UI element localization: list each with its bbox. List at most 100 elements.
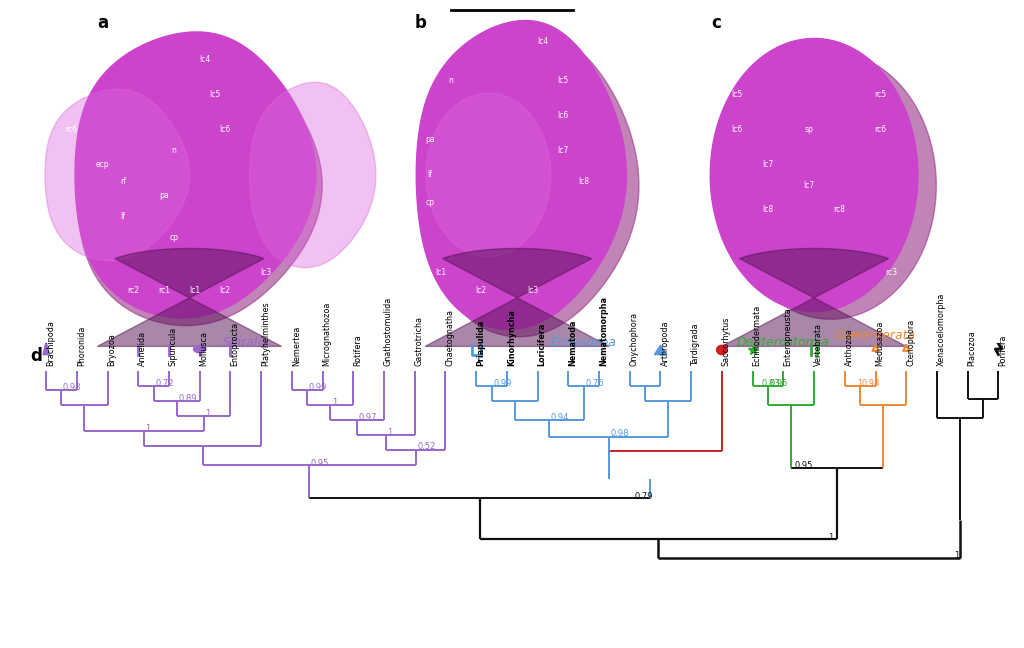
Text: Porifera: Porifera (998, 334, 1008, 365)
Text: lc7: lc7 (558, 146, 568, 155)
Text: lc2: lc2 (220, 286, 230, 295)
Text: rc2: rc2 (127, 286, 139, 295)
Text: rc5: rc5 (874, 90, 887, 99)
Text: rc5: rc5 (76, 90, 88, 99)
Text: cp: cp (170, 233, 178, 242)
Text: sp: sp (805, 125, 813, 134)
Text: lc7: lc7 (804, 181, 814, 190)
Ellipse shape (717, 345, 727, 354)
Text: Arthropoda: Arthropoda (660, 320, 670, 365)
Polygon shape (75, 32, 315, 318)
Text: n: n (449, 76, 453, 85)
Text: lc8: lc8 (579, 178, 589, 187)
Text: rc8: rc8 (834, 205, 846, 214)
Text: Placozoa: Placozoa (968, 330, 977, 365)
Text: lc7: lc7 (763, 160, 773, 169)
Text: a: a (97, 14, 109, 32)
Text: d: d (31, 347, 43, 365)
Text: lc3: lc3 (722, 268, 732, 277)
Text: lc2: lc2 (476, 286, 486, 295)
Text: Nematomorpha: Nematomorpha (599, 295, 608, 365)
Text: Nematoda: Nematoda (568, 319, 578, 365)
Polygon shape (97, 248, 282, 347)
Text: lf: lf (121, 213, 125, 222)
Text: 1: 1 (145, 424, 151, 433)
Text: 0.97: 0.97 (358, 413, 377, 422)
Polygon shape (417, 21, 627, 329)
Polygon shape (711, 38, 918, 312)
Text: Ecdysozoa: Ecdysozoa (551, 336, 616, 349)
Text: Gnathostomulida: Gnathostomulida (384, 297, 393, 365)
Text: Medusazoa: Medusazoa (876, 320, 885, 365)
Text: lc8: lc8 (763, 205, 773, 214)
Text: rc6: rc6 (874, 125, 887, 134)
Text: Chaetognatha: Chaetognatha (445, 309, 455, 365)
Text: 1: 1 (954, 551, 959, 561)
Text: Anthozoa: Anthozoa (845, 328, 854, 365)
Text: 0.94: 0.94 (551, 413, 569, 422)
Text: 0.52: 0.52 (417, 443, 435, 452)
Text: 1: 1 (827, 533, 834, 542)
Text: Platyhelminthes: Platyhelminthes (261, 301, 270, 365)
Text: c: c (712, 14, 722, 32)
Text: Deuterostomia: Deuterostomia (737, 336, 829, 349)
Text: Mollusca: Mollusca (200, 330, 209, 365)
Text: Micrognathozoa: Micrognathozoa (323, 301, 332, 365)
Text: lc6: lc6 (220, 125, 230, 134)
Text: 0.76: 0.76 (586, 379, 604, 388)
Text: lc5: lc5 (210, 90, 220, 99)
Text: Enteropneusta: Enteropneusta (783, 307, 793, 365)
Text: rc3: rc3 (885, 268, 897, 277)
Text: 1: 1 (332, 398, 337, 407)
Polygon shape (425, 34, 639, 337)
Polygon shape (654, 345, 667, 354)
Text: 0.98: 0.98 (63, 383, 82, 392)
Text: 0.98: 0.98 (610, 430, 629, 439)
Polygon shape (45, 89, 189, 260)
Text: 0.83: 0.83 (762, 379, 780, 388)
Text: Coelenterata: Coelenterata (835, 329, 916, 341)
Text: lc1: lc1 (189, 286, 200, 295)
Text: Sipuncula: Sipuncula (169, 327, 178, 365)
Text: ecp: ecp (95, 160, 110, 169)
Polygon shape (425, 248, 609, 347)
Text: rc4: rc4 (874, 55, 887, 64)
Text: Rotifera: Rotifera (353, 334, 362, 365)
Polygon shape (724, 52, 936, 319)
Text: n: n (172, 146, 176, 155)
Text: Onychophora: Onychophora (630, 312, 639, 365)
Text: 0.99: 0.99 (494, 379, 511, 388)
Text: Vertebrata: Vertebrata (814, 323, 823, 365)
Text: rc4: rc4 (86, 55, 98, 64)
Text: Ctenophora: Ctenophora (906, 319, 915, 365)
Text: Gastrotricha: Gastrotricha (415, 316, 424, 365)
Polygon shape (722, 248, 906, 347)
Polygon shape (77, 45, 323, 325)
Text: rc1: rc1 (158, 286, 170, 295)
Text: Priapulida: Priapulida (476, 319, 485, 365)
Text: 0.95: 0.95 (310, 459, 329, 469)
Text: Bryozoa: Bryozoa (108, 333, 117, 365)
Text: Entoprocta: Entoprocta (230, 321, 240, 365)
Text: lc3: lc3 (527, 286, 538, 295)
Text: 0.79: 0.79 (635, 492, 653, 501)
Text: lc5: lc5 (732, 90, 742, 99)
Text: lc6: lc6 (732, 125, 742, 134)
Text: lc4: lc4 (538, 38, 548, 47)
Polygon shape (43, 341, 49, 354)
Text: rf: rf (120, 178, 126, 187)
Text: Annelida: Annelida (138, 330, 147, 365)
Text: lc4: lc4 (742, 55, 753, 64)
Text: Saccorhytus: Saccorhytus (722, 316, 731, 365)
Text: pa: pa (159, 191, 169, 200)
Text: lc5: lc5 (558, 76, 568, 85)
Text: Loricifera: Loricifera (538, 323, 547, 365)
Text: sp: sp (610, 38, 618, 47)
Text: pa: pa (425, 135, 435, 145)
Text: rc3: rc3 (66, 268, 78, 277)
Text: 0.99: 0.99 (309, 383, 327, 392)
Text: 0.89: 0.89 (178, 394, 197, 403)
Text: Spiralia: Spiralia (222, 336, 269, 349)
Text: lc4: lc4 (200, 55, 210, 64)
Text: 0.72: 0.72 (156, 379, 174, 388)
